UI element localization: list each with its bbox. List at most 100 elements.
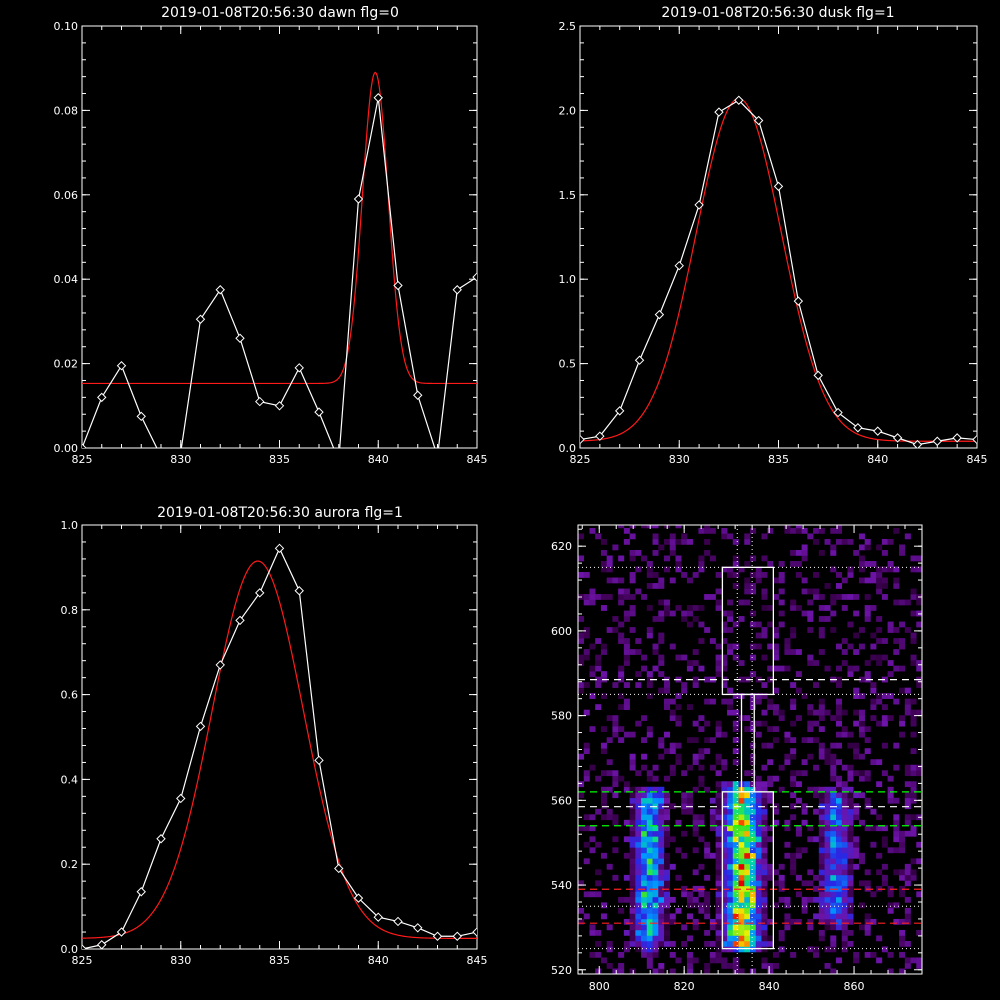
dusk-data-point [674,260,684,271]
heatmap-cell [755,841,762,848]
heatmap-cell [824,874,831,881]
heatmap-cell [830,836,837,843]
heatmap-cell [916,621,922,628]
heatmap-cell [721,962,728,969]
heatmap-cell [664,869,671,876]
heatmap-cell [881,770,888,777]
heatmap-cell [652,792,659,799]
heatmap-cell [681,682,688,688]
heatmap-cell [721,527,728,534]
aurora-data-point [334,863,344,874]
heatmap-cell [858,715,865,721]
heatmap-cell [646,632,653,639]
heatmap-cell [841,918,848,925]
heatmap-cell [830,759,837,766]
heatmap-cell [641,555,648,562]
heatmap-cell [606,962,613,969]
heatmap-cell [830,858,837,865]
heatmap-cell [600,797,607,804]
heatmap-cell [744,852,751,859]
heatmap-cell [600,693,607,699]
heatmap-cell [807,786,814,793]
heatmap-cell [801,902,808,909]
heatmap-cell [824,825,831,832]
heatmap-cell [818,527,825,534]
heatmap-cell [635,797,642,804]
heatmap-cell [772,627,779,633]
heatmap-cell [847,819,854,826]
heatmap-cell [704,940,711,947]
heatmap-cell [870,572,877,578]
spectrogram-y-tick-label: 560 [551,794,572,807]
heatmap-cell [635,935,642,942]
heatmap-cell [646,814,653,821]
heatmap-cell [767,742,774,749]
heatmap-cell [646,935,653,942]
heatmap-cell [813,720,820,727]
heatmap-cell [578,533,585,540]
heatmap-cell [761,594,768,600]
heatmap-cell [767,621,774,628]
dusk-x-tick-label: 845 [967,453,988,466]
heatmap-cell [830,924,837,931]
heatmap-cell [715,660,722,666]
heatmap-cell [629,858,636,865]
heatmap-cell [824,907,831,914]
heatmap-cell [675,715,682,721]
heatmap-cell [641,913,648,920]
aurora-data-point [472,927,477,937]
heatmap-cell [589,929,596,936]
heatmap-cell [686,621,693,628]
heatmap-cell [675,566,682,573]
heatmap-cell [761,902,768,909]
heatmap-cell [641,847,648,854]
heatmap-cell [750,874,757,881]
heatmap-cell [750,643,757,650]
heatmap-cell [767,962,774,969]
heatmap-cell [767,874,774,881]
heatmap-cell [790,858,797,865]
heatmap-cell [600,913,607,920]
heatmap-cell [600,814,607,821]
heatmap-cell [698,726,705,733]
heatmap-cell [646,566,653,573]
heatmap-cell [664,896,671,903]
heatmap-cell [761,654,768,661]
heatmap-cell [761,924,768,931]
heatmap-cell [824,759,831,766]
heatmap-cell [629,786,636,793]
heatmap-cell [899,731,906,738]
heatmap-cell [778,863,785,870]
heatmap-cell [727,825,734,832]
heatmap-cell [904,781,911,788]
heatmap-cell [910,814,917,821]
heatmap-cell [652,797,659,804]
dusk-y-tick-label: 1.5 [559,189,577,202]
heatmap-cell [876,660,883,666]
dusk-title: 2019-01-08T20:56:30 dusk flg=1 [661,5,894,21]
heatmap-cell [778,599,785,606]
heatmap-cell [692,605,699,611]
heatmap-cell [738,880,745,887]
heatmap-cell [772,687,779,694]
heatmap-cell [870,577,877,584]
heatmap-cell [721,731,728,738]
heatmap-cell [618,907,625,914]
heatmap-cell [692,885,699,892]
heatmap-cell [830,764,837,771]
heatmap-cell [629,649,636,655]
heatmap-cell [704,698,711,705]
dusk-data-point [793,296,804,306]
dusk-data-point [813,370,823,381]
heatmap-cell [681,830,688,837]
heatmap-cell [709,698,716,705]
heatmap-cell [767,561,774,567]
heatmap-cell [715,946,722,953]
heatmap-cell [761,682,768,688]
heatmap-cell [853,814,860,821]
heatmap-cell [623,588,630,595]
aurora-data-point [136,887,146,897]
heatmap-cell [744,836,751,843]
heatmap-cell [721,682,728,688]
heatmap-cell [664,797,671,804]
